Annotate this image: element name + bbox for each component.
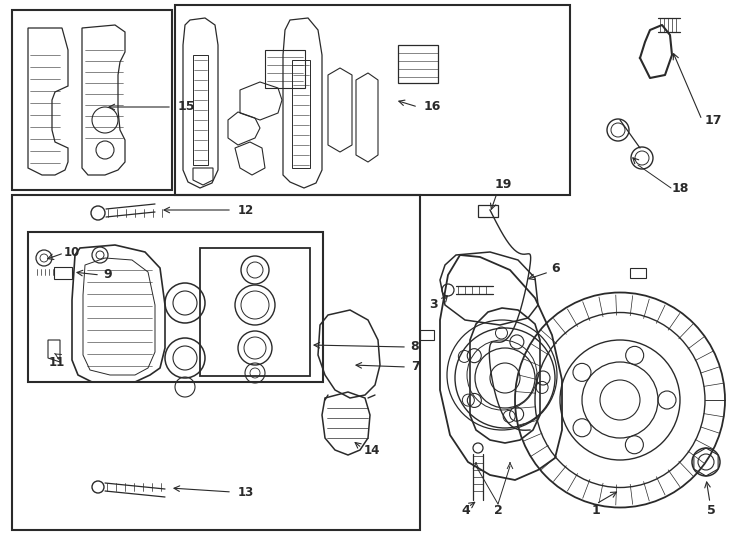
Bar <box>398 45 438 83</box>
Text: 17: 17 <box>705 113 722 126</box>
Bar <box>420 330 434 340</box>
Text: 16: 16 <box>424 100 441 113</box>
Bar <box>265 50 305 88</box>
Bar <box>54 267 72 279</box>
Text: 9: 9 <box>103 268 112 281</box>
Bar <box>28 232 323 382</box>
Text: 12: 12 <box>238 204 254 217</box>
Text: 8: 8 <box>411 341 419 354</box>
Bar <box>630 268 646 278</box>
Text: 7: 7 <box>410 361 419 374</box>
Text: 15: 15 <box>178 100 195 113</box>
Bar <box>200 248 310 376</box>
Text: 18: 18 <box>672 181 689 194</box>
Text: 13: 13 <box>238 485 254 498</box>
Text: 19: 19 <box>495 179 512 192</box>
Bar <box>175 5 570 195</box>
Bar <box>12 10 172 190</box>
Text: 3: 3 <box>429 298 438 310</box>
Bar <box>478 205 498 217</box>
Text: 1: 1 <box>592 503 600 516</box>
Text: 4: 4 <box>462 503 470 516</box>
Text: 2: 2 <box>494 503 502 516</box>
Text: 6: 6 <box>552 261 560 274</box>
Bar <box>12 195 420 530</box>
Text: 11: 11 <box>49 355 65 368</box>
Text: 5: 5 <box>707 503 716 516</box>
Text: 14: 14 <box>364 443 380 456</box>
Text: 10: 10 <box>64 246 80 259</box>
